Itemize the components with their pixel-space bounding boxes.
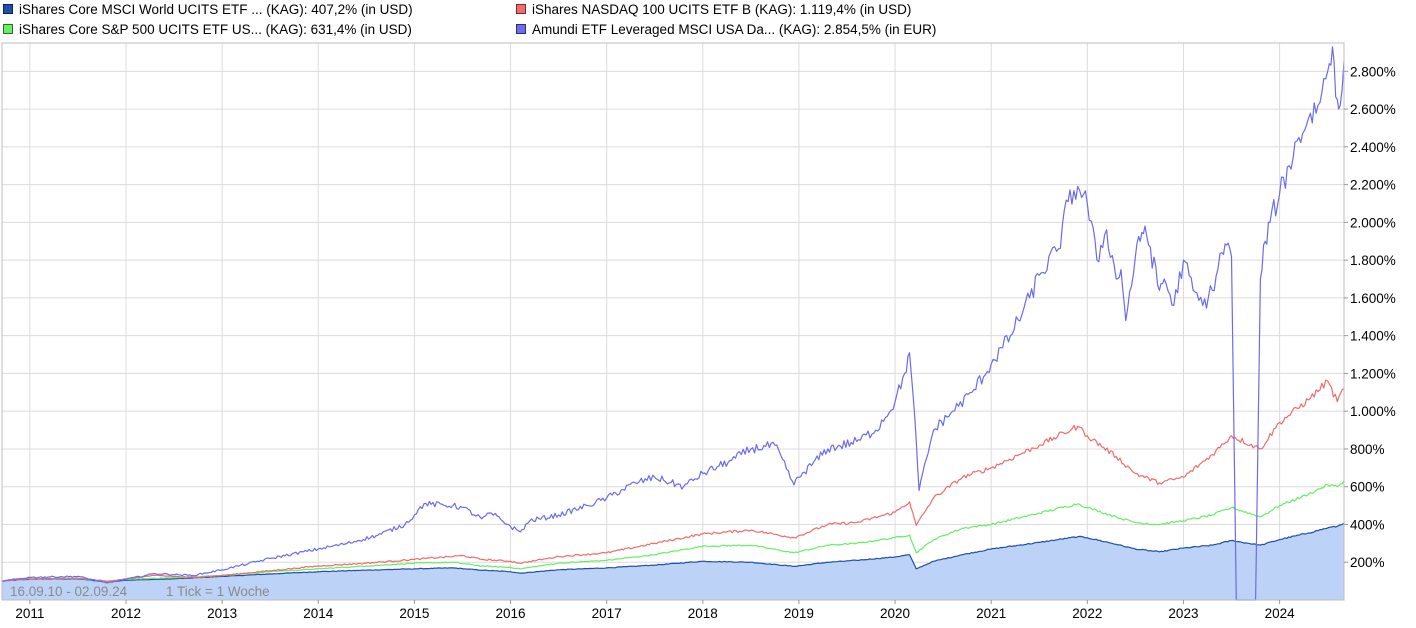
- y-tick-label: 1.200%: [1350, 366, 1396, 381]
- legend-label-amundi-leveraged: Amundi ETF Leveraged MSCI USA Da... (KAG…: [532, 21, 937, 37]
- legend-item-msci-world[interactable]: iShares Core MSCI World UCITS ETF ... (K…: [0, 0, 413, 18]
- legend-swatch-amundi-leveraged: [516, 24, 526, 34]
- legend-item-sp500[interactable]: iShares Core S&P 500 UCITS ETF US... (KA…: [0, 20, 412, 38]
- x-tick-label: 2016: [496, 606, 526, 621]
- y-tick-label: 800%: [1350, 442, 1385, 457]
- y-tick-label: 200%: [1350, 555, 1385, 570]
- x-tick-label: 2014: [303, 606, 334, 621]
- legend-swatch-sp500: [3, 24, 13, 34]
- series-layer: [1, 46, 1345, 601]
- x-tick-label: 2018: [688, 606, 718, 621]
- plot-background: [2, 43, 1344, 600]
- y-tick-label: 1.000%: [1350, 404, 1396, 419]
- x-tick-label: 2019: [784, 606, 814, 621]
- plot-border: [1, 42, 1345, 601]
- y-tick-label: 600%: [1350, 480, 1385, 495]
- chart-legend: iShares Core MSCI World UCITS ETF ... (K…: [0, 0, 1416, 42]
- x-tick-label: 2020: [880, 606, 910, 621]
- series-line-1: [1, 379, 1345, 582]
- y-tick-label: 2.000%: [1350, 215, 1396, 230]
- y-tick-label: 2.400%: [1350, 140, 1396, 155]
- series-line-0: [1, 522, 1345, 583]
- legend-item-nasdaq-100[interactable]: iShares NASDAQ 100 UCITS ETF B (KAG): 1.…: [511, 0, 911, 18]
- x-tick-label: 2021: [976, 606, 1006, 621]
- y-tick-label: 1.800%: [1350, 253, 1396, 268]
- y-tick-label: 2.600%: [1350, 102, 1396, 117]
- legend-label-sp500: iShares Core S&P 500 UCITS ETF US... (KA…: [19, 21, 412, 37]
- y-tick-label: 400%: [1350, 517, 1385, 532]
- x-tick-label: 2024: [1265, 606, 1296, 621]
- x-tick-label: 2017: [592, 606, 622, 621]
- legend-swatch-msci-world: [3, 4, 13, 14]
- x-tick-label: 2012: [111, 606, 141, 621]
- y-axis: 200% 400% 600% 800% 1.000% 1.200% 1.400% 1.600%…: [1344, 64, 1396, 570]
- legend-item-amundi-leveraged[interactable]: Amundi ETF Leveraged MSCI USA Da... (KAG…: [511, 20, 936, 38]
- legend-label-nasdaq-100: iShares NASDAQ 100 UCITS ETF B (KAG): 1.…: [532, 1, 912, 17]
- x-tick-label: 2023: [1168, 606, 1198, 621]
- grid-lines: [2, 43, 1344, 600]
- x-axis: 2011 2012 2013 2014 2015 2016 2017 2018 2019 2020…: [15, 600, 1295, 621]
- y-tick-label: 2.800%: [1350, 64, 1396, 79]
- tick-interval-label: 1 Tick = 1 Woche: [166, 584, 270, 599]
- x-tick-label: 2022: [1072, 606, 1102, 621]
- y-tick-label: 2.200%: [1350, 178, 1396, 193]
- series-area-0: [2, 523, 1344, 600]
- date-range-label: 16.09.10 - 02.09.24: [10, 584, 128, 599]
- y-tick-label: 1.600%: [1350, 291, 1396, 306]
- x-tick-label: 2015: [399, 606, 429, 621]
- x-tick-label: 2013: [207, 606, 237, 621]
- y-tick-label: 1.400%: [1350, 329, 1396, 344]
- series-line-3: [1, 46, 1345, 601]
- x-tick-label: 2011: [15, 606, 44, 621]
- legend-swatch-nasdaq-100: [516, 4, 526, 14]
- legend-label-msci-world: iShares Core MSCI World UCITS ETF ... (K…: [19, 1, 413, 17]
